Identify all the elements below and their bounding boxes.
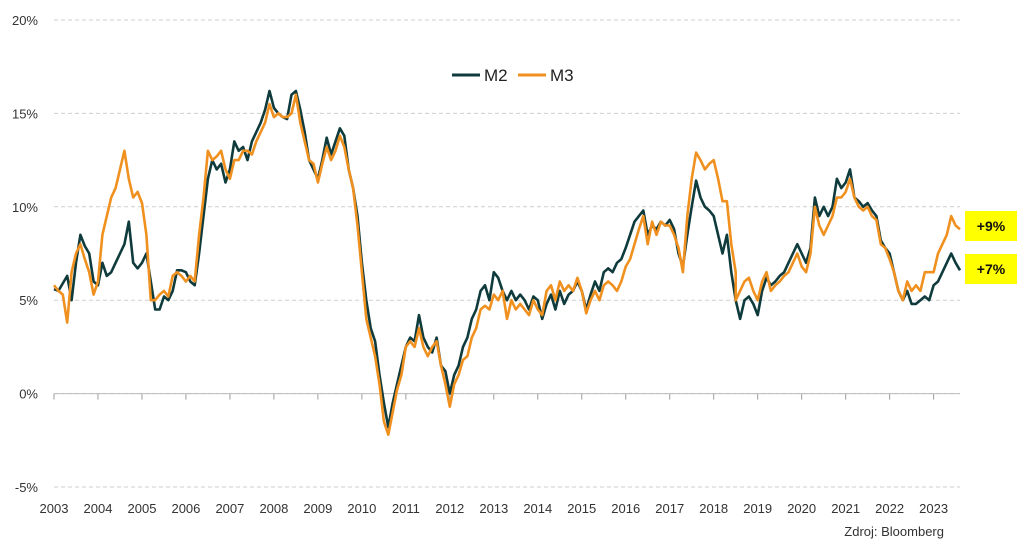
y-tick-label: 0% [19,387,38,402]
x-tick-label: 2023 [919,501,948,516]
x-tick-label: 2016 [611,501,640,516]
grid-lines [54,19,960,488]
legend-label-m3: M3 [550,66,574,85]
x-tick-label: 2022 [875,501,904,516]
x-tick-label: 2003 [40,501,69,516]
x-axis: 2003 2004 2005 2006 2007 2008 2009 2010 2011 2012… [40,393,948,516]
x-tick-label: 2008 [259,501,288,516]
y-axis: -5% 0% 5% 10% 15% 20% [12,13,38,495]
legend-label-m2: M2 [484,66,508,85]
x-tick-label: 2020 [787,501,816,516]
x-tick-label: 2019 [743,501,772,516]
source-note: Zdroj: Bloomberg [844,524,944,539]
y-tick-label: 5% [19,293,38,308]
callout-m2-label: +7% [977,261,1006,277]
callout-m3-label: +9% [977,218,1006,234]
series-line-m3 [52,93,961,436]
x-tick-label: 2005 [128,501,157,516]
x-tick-label: 2013 [479,501,508,516]
x-tick-label: 2004 [84,501,113,516]
x-tick-label: 2021 [831,501,860,516]
x-tick-label: 2015 [567,501,596,516]
x-tick-label: 2006 [171,501,200,516]
callout-m3-box [965,211,1017,241]
x-tick-label: 2017 [655,501,684,516]
x-tick-label: 2007 [215,501,244,516]
y-tick-label: 10% [12,200,38,215]
x-tick-label: 2014 [523,501,552,516]
y-tick-label: -5% [15,480,39,495]
callout-m3: +9% [965,211,1017,241]
x-tick-label: 2010 [347,501,376,516]
callout-m2: +7% [965,254,1017,284]
x-tick-label: 2011 [392,501,420,516]
callout-m2-box [965,254,1017,284]
legend: M2 M3 [452,66,574,85]
series-line-m2 [53,89,962,429]
y-tick-label: 20% [12,13,38,28]
x-tick-label: 2009 [303,501,332,516]
x-tick-label: 2018 [699,501,728,516]
series-lines [52,89,962,436]
x-tick-label: 2012 [435,501,464,516]
y-tick-label: 15% [12,106,38,121]
